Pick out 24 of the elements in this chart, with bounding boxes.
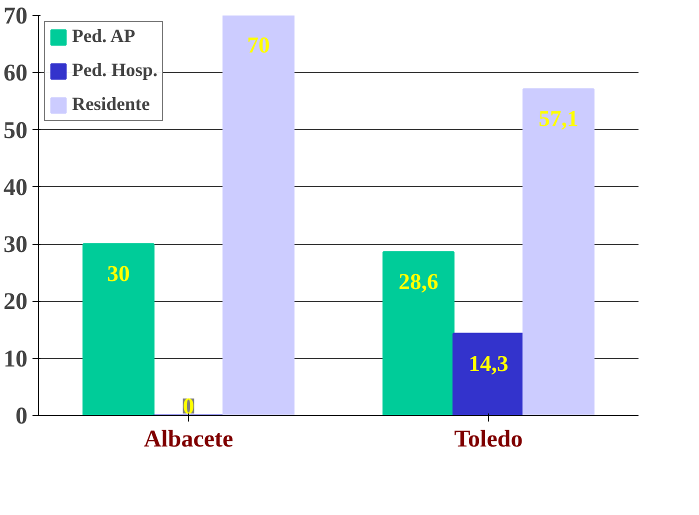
data-label: 57,1 [538,106,578,132]
bar [222,16,294,416]
y-tick-label: 70 [4,4,28,30]
y-tick-label: 10 [4,346,28,372]
data-label: 28,6 [398,269,438,294]
data-label: 70 [247,32,270,58]
bar [82,243,154,416]
y-tick-label: 60 [4,60,28,87]
bar [382,251,454,416]
bar [452,332,524,416]
x-tick-label: Toledo [454,426,523,452]
data-label: 0 [182,394,194,418]
y-tick-label: 50 [4,118,28,144]
y-tick-label: 0 [16,404,28,430]
data-label: 14,3 [468,350,508,376]
data-label: 30 [107,261,130,286]
legend-label: Residente [72,94,150,116]
legend-label: Ped. Hosp. [72,60,158,82]
x-tick-label: Albacete [144,426,234,452]
y-tick-label: 20 [4,289,28,316]
y-tick-label: 40 [4,174,28,201]
legend-label: Ped. AP [72,26,136,48]
bar [522,88,594,416]
y-tick-label: 30 [4,232,28,258]
